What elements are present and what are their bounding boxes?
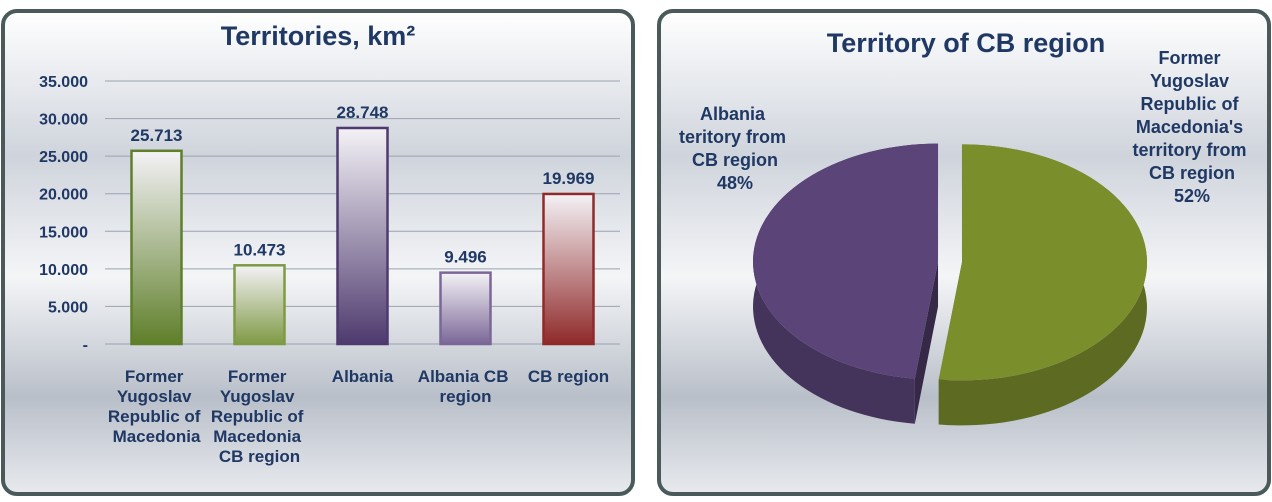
x-tick-label: CB region (528, 367, 609, 386)
bar (233, 264, 286, 346)
pie-label: Former Yugoslav Republic of Macedonia's … (1132, 48, 1251, 183)
y-tick-label: 15.000 (39, 224, 88, 241)
slice-top (938, 144, 1147, 381)
pie-slice (938, 144, 1147, 426)
bar (439, 271, 492, 346)
x-tick-label: Former Yugoslav Republic of Macedonia CB… (211, 367, 308, 466)
x-tick-label: Albania (332, 367, 394, 386)
bar (130, 149, 183, 346)
chart-title: Territories, km² (221, 21, 416, 51)
y-tick-label: 10.000 (39, 262, 88, 279)
y-tick-label: 35.000 (39, 74, 88, 91)
y-tick-label: 25.000 (39, 149, 88, 166)
data-label: 48% (717, 173, 753, 193)
data-label: 28.748 (337, 103, 389, 122)
y-tick-label: - (83, 337, 88, 354)
x-tick-label: Former Yugoslav Republic of Macedonia (108, 367, 205, 446)
panel (1, 9, 635, 496)
y-tick-label: 5.000 (48, 299, 88, 316)
slice-top (753, 143, 939, 379)
data-label: 52% (1174, 186, 1210, 206)
bar (336, 126, 389, 346)
data-label: 9.496 (444, 248, 487, 267)
y-tick-label: 20.000 (39, 187, 88, 204)
slice-side (914, 143, 939, 424)
pie-label: Albania teritory from CB region (679, 104, 791, 170)
bar (542, 192, 595, 346)
data-label: 19.969 (543, 169, 595, 188)
x-tick-label: Albania CB region (418, 367, 513, 406)
y-tick-label: 30.000 (39, 112, 88, 129)
data-label: 25.713 (131, 126, 183, 145)
chart-title: Territory of CB region (827, 28, 1106, 58)
data-label: 10.473 (234, 240, 286, 259)
pie-slice (753, 143, 939, 424)
